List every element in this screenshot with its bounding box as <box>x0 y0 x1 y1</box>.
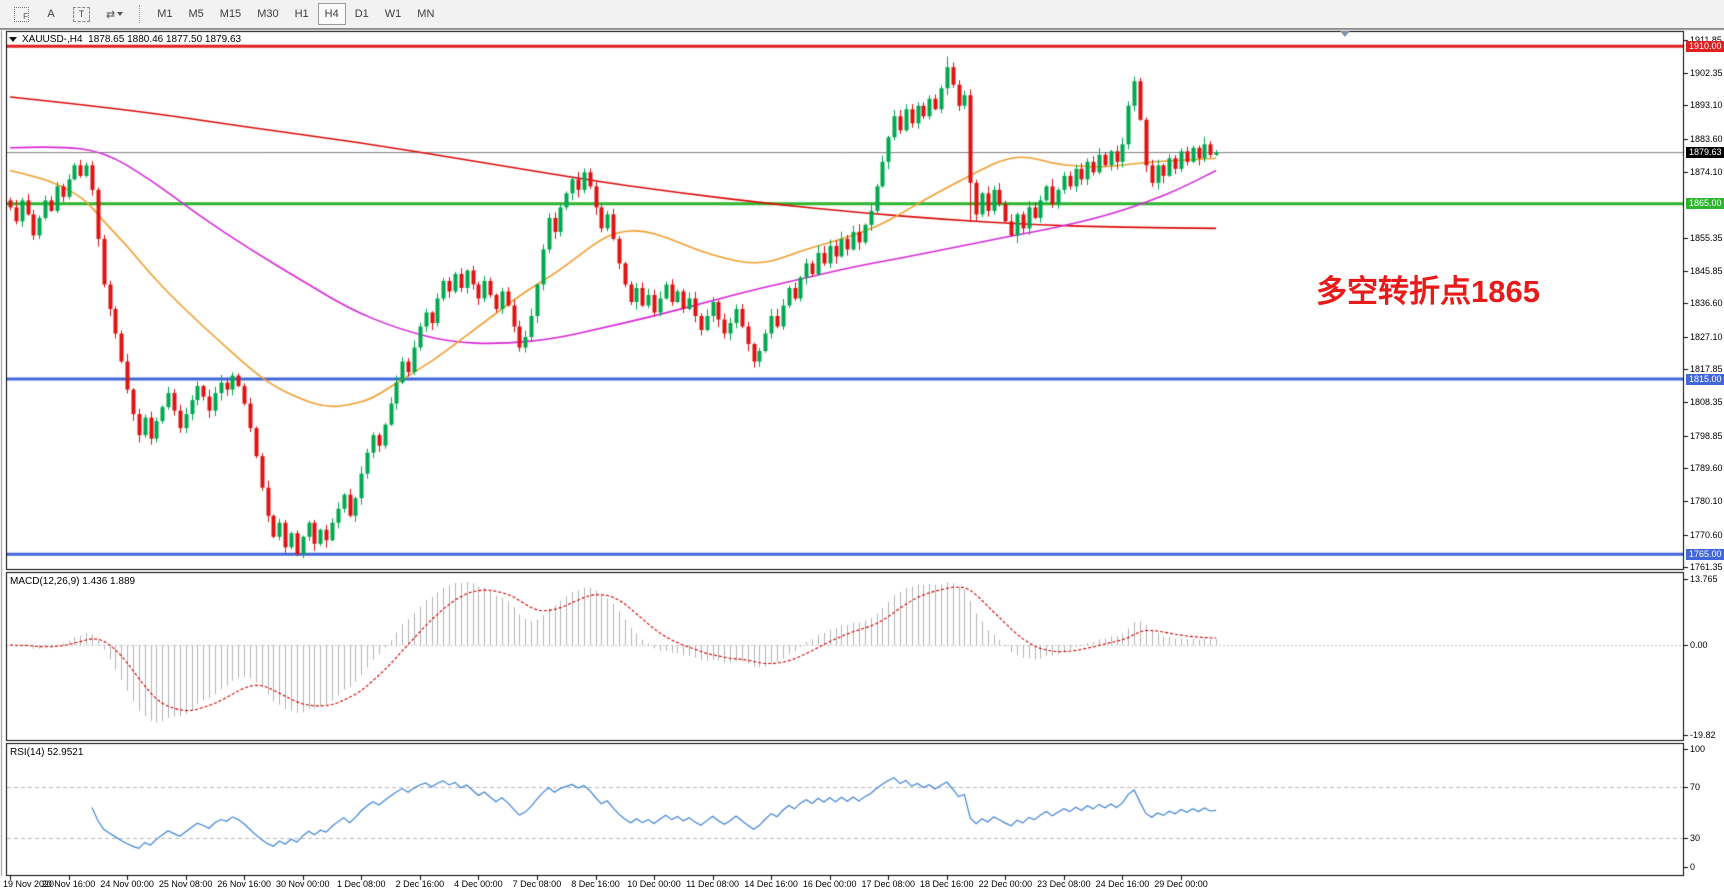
date-tick-label: 29 Dec 00:00 <box>1154 879 1208 889</box>
date-tick-label: 17 Dec 08:00 <box>861 879 916 889</box>
price-tick-label: 1874.10 <box>1690 166 1723 177</box>
timeframe-button-M30[interactable]: M30 <box>250 3 285 25</box>
price-level-badge-1910.00[interactable]: 1910.00 <box>1686 40 1724 52</box>
text-label-tool-button[interactable]: A <box>38 3 64 25</box>
grid-f-icon: F <box>14 6 29 22</box>
price-tick-label: 1827.10 <box>1690 331 1723 342</box>
arrows-icon: ⇄ <box>106 8 115 21</box>
indicator-properties-button[interactable]: F <box>7 3 36 25</box>
arrows-tool-button[interactable]: ⇄ <box>99 3 130 25</box>
price-tick-label: 1770.60 <box>1690 529 1723 540</box>
rsi-scale-label: 0 <box>1690 862 1696 872</box>
current-price-badge: 1879.63 <box>1686 147 1724 159</box>
date-tick-label: 10 Dec 00:00 <box>627 879 681 889</box>
macd-scale-label: -19.82 <box>1690 730 1716 740</box>
date-tick-label: 22 Dec 00:00 <box>978 879 1033 889</box>
chevron-down-icon <box>117 12 124 16</box>
date-tick-label: 24 Dec 16:00 <box>1095 879 1150 889</box>
macd-scale-label: 13.765 <box>1690 574 1718 584</box>
timeframe-button-M1[interactable]: M1 <box>150 3 179 25</box>
price-level-badge-1765.00[interactable]: 1765.00 <box>1686 548 1724 560</box>
text-box-tool-button[interactable]: T <box>66 3 97 25</box>
timeframe-button-H4[interactable]: H4 <box>317 3 346 25</box>
date-tick-label: 4 Dec 00:00 <box>454 879 503 889</box>
date-tick-label: 18 Dec 16:00 <box>920 879 974 889</box>
price-tick-label: 1817.85 <box>1690 364 1723 375</box>
date-tick-label: 2 Dec 16:00 <box>395 879 445 889</box>
chart-title: XAUUSD-,H4 1878.65 1880.46 1877.50 1879.… <box>9 34 241 45</box>
price-tick-label: 1780.10 <box>1690 496 1723 507</box>
symbol-dropdown-icon <box>9 37 17 42</box>
price-level-badge-1865.00[interactable]: 1865.00 <box>1686 198 1724 210</box>
date-tick-label: 24 Nov 00:00 <box>100 879 154 889</box>
toolbar: F A T ⇄ M1 M5 M15 M30 H1 H4 D1 W1 MN <box>0 0 1724 29</box>
date-tick-label: 16 Dec 00:00 <box>802 879 857 889</box>
date-tick-label: 11 Dec 08:00 <box>686 879 740 889</box>
chart-title-ohlc: 1878.65 1880.46 1877.50 1879.63 <box>88 34 242 45</box>
price-tick-label: 1902.35 <box>1690 68 1723 78</box>
price-tick-label: 1911.85 <box>1690 35 1722 45</box>
date-tick-label: 23 Dec 08:00 <box>1037 879 1091 889</box>
annotation-text: 多空转折点1865 <box>1316 274 1540 309</box>
rsi-scale-label: 100 <box>1690 744 1706 754</box>
macd-scale-label: 0.00 <box>1690 640 1708 650</box>
timeframe-button-M15[interactable]: M15 <box>213 3 248 25</box>
chart-title-symbol: XAUUSD-,H4 <box>22 34 83 45</box>
date-tick-label: 7 Dec 08:00 <box>512 879 562 889</box>
price-tick-label: 1798.85 <box>1690 430 1723 441</box>
chart-shift-marker-icon[interactable] <box>1340 31 1350 37</box>
date-tick-label: 30 Nov 00:00 <box>275 879 330 889</box>
date-tick-label: 1 Dec 08:00 <box>337 879 386 889</box>
price-level-badge-1815.00[interactable]: 1815.00 <box>1686 373 1724 385</box>
rsi-scale-label: 30 <box>1690 833 1701 843</box>
date-tick-label: 14 Dec 16:00 <box>744 879 798 889</box>
rsi-indicator-label: RSI(14) 52.9521 <box>10 747 84 758</box>
price-tick-label: 1883.60 <box>1690 133 1723 144</box>
text-box-icon: T <box>73 6 90 22</box>
macd-indicator-label: MACD(12,26,9) 1.436 1.889 <box>10 576 136 587</box>
price-tick-label: 1845.85 <box>1690 265 1723 276</box>
timeframe-button-D1[interactable]: D1 <box>348 3 376 25</box>
date-tick-label: 26 Nov 16:00 <box>217 879 271 889</box>
date-tick-label: 25 Nov 08:00 <box>158 879 213 889</box>
timeframe-button-W1[interactable]: W1 <box>378 3 409 25</box>
date-tick-label: 20 Nov 16:00 <box>41 879 96 889</box>
price-tick-label: 1789.60 <box>1690 463 1723 474</box>
price-tick-label: 1808.35 <box>1690 397 1723 408</box>
date-tick-label: 8 Dec 16:00 <box>571 879 620 889</box>
price-tick-label: 1893.10 <box>1690 100 1723 111</box>
timeframe-group: M1 M5 M15 M30 H1 H4 D1 W1 MN <box>149 3 442 25</box>
timeframe-button-M5[interactable]: M5 <box>182 3 211 25</box>
rsi-scale-label: 70 <box>1690 782 1701 792</box>
timeframe-button-H1[interactable]: H1 <box>288 3 316 25</box>
date-tick-label: 19 Nov 2020 <box>3 879 55 889</box>
timeframe-button-MN[interactable]: MN <box>410 3 441 25</box>
price-tick-label: 1855.35 <box>1690 232 1723 243</box>
price-tick-label: 1836.60 <box>1690 298 1723 309</box>
price-tick-label: 1761.35 <box>1690 562 1723 573</box>
toolbar-separator <box>139 5 141 23</box>
